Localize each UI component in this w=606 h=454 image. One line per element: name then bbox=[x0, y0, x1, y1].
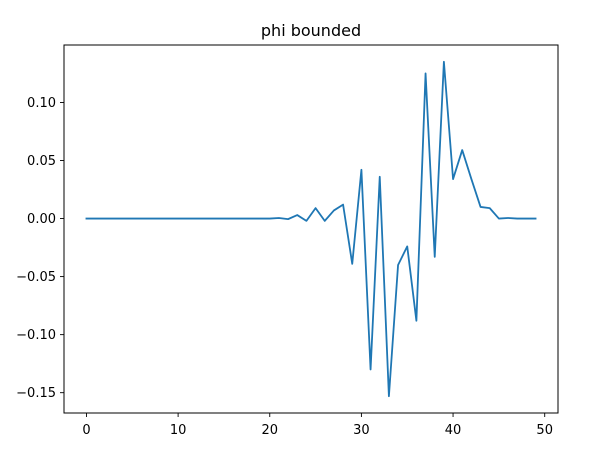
x-tick-label: 20 bbox=[261, 423, 278, 438]
x-tick-label: 0 bbox=[82, 423, 90, 438]
x-tick-label: 40 bbox=[445, 423, 462, 438]
x-tick-label: 10 bbox=[170, 423, 187, 438]
y-tick-label: −0.05 bbox=[16, 270, 56, 285]
series-layer bbox=[85, 60, 537, 398]
series-line bbox=[85, 60, 537, 398]
y-tick-label: −0.15 bbox=[16, 386, 56, 401]
x-tick-label: 30 bbox=[353, 423, 370, 438]
y-tick-label: 0.05 bbox=[27, 154, 56, 169]
y-tick-label: 0.00 bbox=[27, 212, 56, 227]
y-tick-label: 0.10 bbox=[27, 96, 56, 111]
chart-title: phi bounded bbox=[261, 21, 361, 40]
axis-ticks: 0 10 20 30 40 50 −0.15 −0.10 −0.05 0.00 0.05 0.10 bbox=[16, 96, 553, 438]
plot-area-frame bbox=[63, 44, 559, 414]
y-tick-label: −0.10 bbox=[16, 328, 56, 343]
x-tick-label: 50 bbox=[536, 423, 553, 438]
